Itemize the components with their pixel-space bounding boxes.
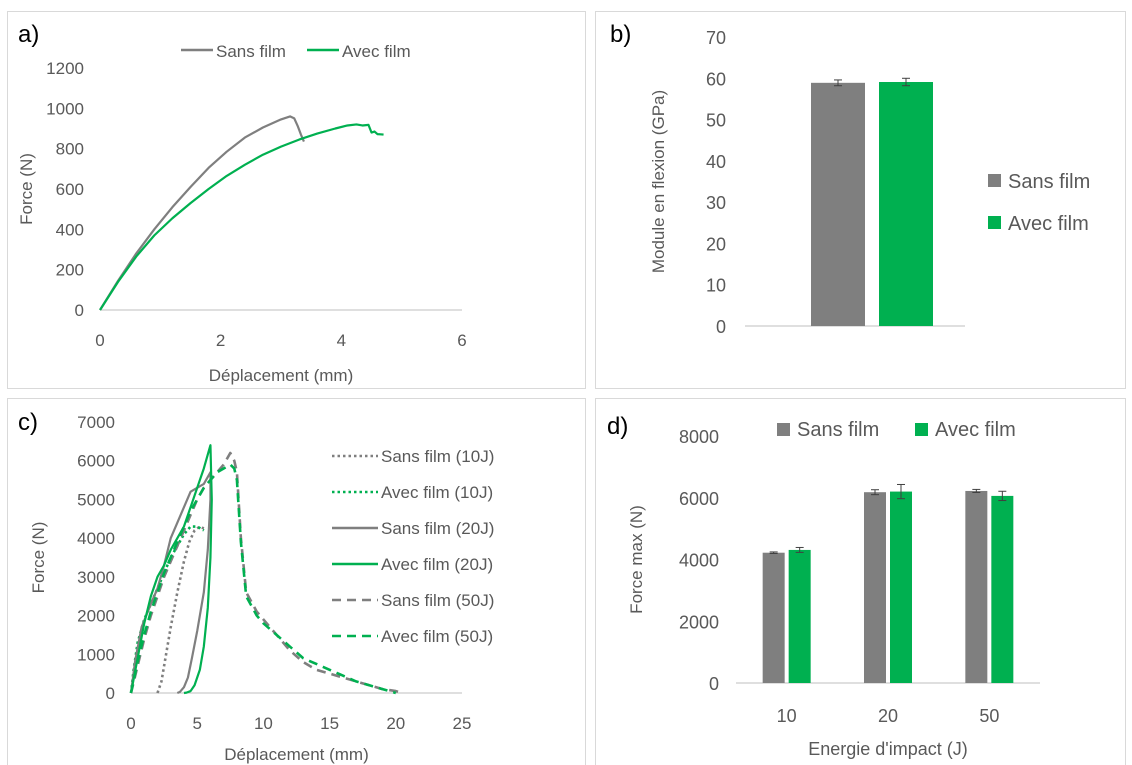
y-tick-label: 2000 xyxy=(679,612,719,632)
panel-a-frame xyxy=(7,11,586,389)
y-tick-label: 1000 xyxy=(77,645,115,664)
bar-sans-film xyxy=(762,552,785,683)
panel-d-frame xyxy=(595,398,1126,765)
x-tick-label: 6 xyxy=(457,331,466,350)
legend-swatch xyxy=(915,423,928,436)
bar-avec-film xyxy=(879,82,933,326)
legend-label: Sans film (10J) xyxy=(381,447,494,466)
y-tick-label: 20 xyxy=(706,234,726,254)
y-tick-label: 0 xyxy=(106,684,115,703)
series-line-avec-film xyxy=(99,123,384,311)
series-line-sans-film xyxy=(99,115,305,311)
bar-sans-film xyxy=(811,82,865,326)
legend-swatch xyxy=(988,174,1001,187)
y-tick-label: 7000 xyxy=(77,413,115,432)
y-tick-label: 10 xyxy=(706,276,726,296)
x-tick-label: 4 xyxy=(337,331,346,350)
legend-label: Avec film xyxy=(342,42,411,61)
y-tick-label: 3000 xyxy=(77,568,115,587)
bar-sans-film xyxy=(864,492,886,683)
y-tick-label: 8000 xyxy=(679,427,719,447)
panel-b: b) 0 10 20 30 40 50 60 70 Module en flexion (GPa)… xyxy=(610,21,1090,337)
legend-label: Sans film xyxy=(1008,171,1090,193)
y-tick-label: 4000 xyxy=(77,529,115,548)
y-tick-label: 5000 xyxy=(77,490,115,509)
x-axis-title: Déplacement (mm) xyxy=(209,366,354,385)
bar-avec-film xyxy=(788,549,811,683)
x-tick-label: 10 xyxy=(777,706,797,726)
panel-label: a) xyxy=(18,21,39,48)
legend-label: Avec film (10J) xyxy=(381,483,493,502)
y-tick-label: 200 xyxy=(56,261,84,280)
panel-label: c) xyxy=(18,409,38,436)
panel-label: d) xyxy=(607,413,628,440)
y-axis-title: Force max (N) xyxy=(627,505,646,614)
x-tick-label: 0 xyxy=(95,331,104,350)
x-tick-label: 10 xyxy=(254,714,273,733)
legend-label: Avec film xyxy=(935,419,1016,441)
bar-avec-film xyxy=(890,491,912,683)
panel-a: a) 0 200 400 600 800 1000 1200 0 2 4 6 Déplacement (… xyxy=(17,21,467,385)
y-tick-label: 6000 xyxy=(679,489,719,509)
series-line-dashed-avec xyxy=(129,463,397,695)
y-tick-label: 1000 xyxy=(46,99,84,118)
y-axis-title: Force (N) xyxy=(29,522,48,594)
legend-swatch xyxy=(988,216,1001,229)
panel-d: d) 0 2000 4000 6000 8000 Force max (N) Energie … xyxy=(607,413,1040,759)
y-tick-label: 70 xyxy=(706,28,726,48)
x-tick-label: 15 xyxy=(320,714,339,733)
y-tick-label: 1200 xyxy=(46,59,84,78)
legend-swatch xyxy=(777,423,790,436)
x-tick-label: 5 xyxy=(192,714,201,733)
y-tick-label: 2000 xyxy=(77,607,115,626)
panel-c: c) 0 1000 2000 3000 4000 5000 6000 7000 0 5 10 15 20 2… xyxy=(18,409,494,764)
x-tick-label: 25 xyxy=(453,714,472,733)
legend-label: Sans film (50J) xyxy=(381,591,494,610)
bar-sans-film xyxy=(965,490,988,683)
x-tick-label: 20 xyxy=(386,714,405,733)
legend-label: Sans film xyxy=(216,42,286,61)
y-axis-title: Force (N) xyxy=(17,153,36,225)
legend-label: Avec film xyxy=(1008,213,1089,235)
series-line-solid-avec xyxy=(129,444,213,695)
bar-avec-film xyxy=(991,495,1014,683)
y-tick-label: 30 xyxy=(706,193,726,213)
y-tick-label: 40 xyxy=(706,152,726,172)
x-tick-label: 2 xyxy=(216,331,225,350)
y-axis-title: Module en flexion (GPa) xyxy=(649,90,668,273)
y-tick-label: 6000 xyxy=(77,452,115,471)
y-tick-label: 400 xyxy=(56,220,84,239)
y-tick-label: 800 xyxy=(56,140,84,159)
legend-label: Sans film xyxy=(797,419,879,441)
y-tick-label: 4000 xyxy=(679,551,719,571)
y-tick-label: 0 xyxy=(75,301,84,320)
y-tick-label: 50 xyxy=(706,111,726,131)
y-tick-label: 60 xyxy=(706,69,726,89)
series-line-dotted-sans xyxy=(156,525,205,694)
panel-c-frame xyxy=(7,398,586,765)
y-tick-label: 600 xyxy=(56,180,84,199)
y-tick-label: 0 xyxy=(709,674,719,694)
series-line-solid-sans xyxy=(129,471,212,695)
panel-label: b) xyxy=(610,21,631,48)
series-line-dashed-sans xyxy=(129,451,403,695)
y-tick-label: 0 xyxy=(716,317,726,337)
x-axis-title: Energie d'impact (J) xyxy=(808,739,968,759)
legend-label: Avec film (50J) xyxy=(381,627,493,646)
x-tick-label: 0 xyxy=(126,714,135,733)
x-tick-label: 20 xyxy=(878,706,898,726)
legend-label: Avec film (20J) xyxy=(381,555,493,574)
x-axis-title: Déplacement (mm) xyxy=(224,745,369,764)
x-tick-label: 50 xyxy=(979,706,999,726)
legend-label: Sans film (20J) xyxy=(381,519,494,538)
